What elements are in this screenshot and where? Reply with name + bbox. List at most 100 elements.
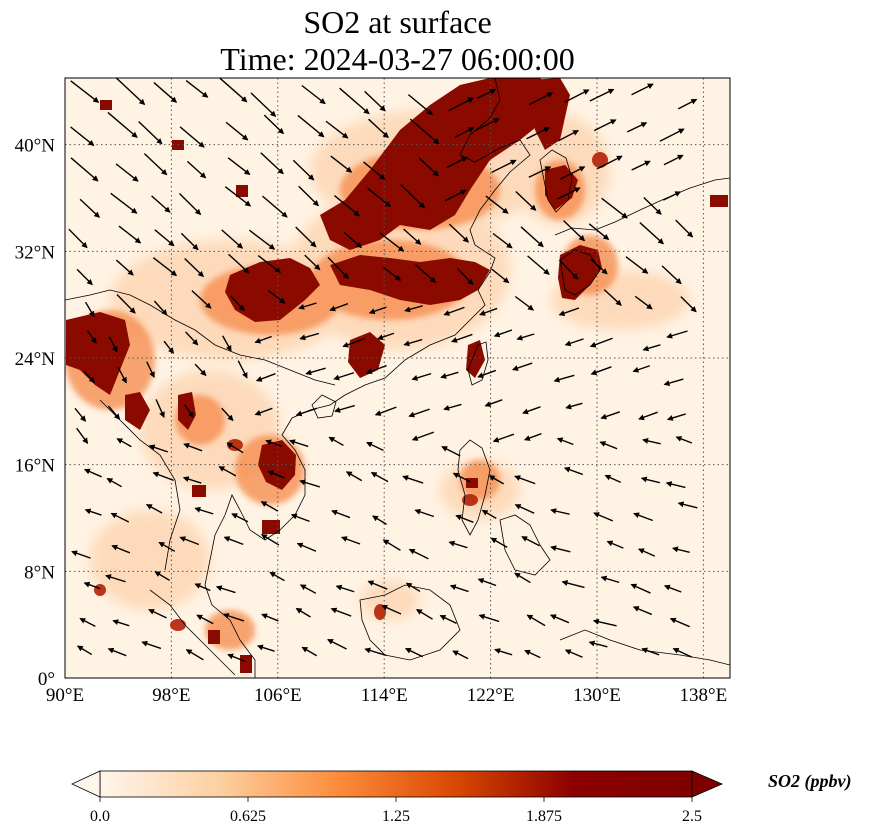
wind-arrow [403, 338, 423, 347]
wind-arrow [153, 82, 178, 103]
wind-arrow [415, 609, 433, 620]
wind-arrow [402, 475, 424, 484]
wind-arrow [222, 613, 245, 622]
wind-arrow [449, 584, 469, 593]
lat-tick-label: 16°N [15, 456, 56, 477]
wind-arrow [330, 607, 352, 617]
wind-arrow [404, 305, 423, 313]
wind-arrow [564, 649, 583, 658]
wind-arrow [558, 259, 579, 280]
wind-arrow [345, 471, 363, 482]
wind-arrow [444, 189, 467, 202]
wind-arrow [334, 195, 361, 217]
map-subtitle: Time: 2024-03-27 06:00:00 [220, 41, 575, 77]
wind-arrow [443, 403, 462, 411]
wind-arrow [558, 129, 580, 142]
wind-arrow [642, 344, 661, 352]
wind-arrow [76, 268, 93, 286]
wind-arrow [556, 187, 581, 200]
wind-arrow [299, 479, 321, 488]
wind-arrow [521, 536, 540, 547]
wind-arrow [494, 648, 513, 656]
wind-arrow [179, 536, 200, 546]
wind-arrow [367, 187, 392, 208]
wind-arrow [479, 307, 498, 316]
wind-arrow [405, 582, 421, 593]
wind-arrow [593, 119, 617, 132]
wind-arrow [381, 604, 402, 615]
colorbar-label: SO2 (ppbv) [768, 771, 852, 792]
wind-arrow [85, 301, 95, 318]
wind-arrow [269, 571, 285, 582]
wind-arrow [599, 441, 618, 450]
wind-arrow [267, 289, 286, 304]
wind-arrow [403, 228, 422, 245]
longitude-axis: 90°E 98°E 106°E 114°E 122°E 130°E 138°E [46, 685, 727, 706]
wind-arrow [263, 114, 285, 135]
wind-arrow [588, 223, 610, 241]
wind-arrow [638, 411, 658, 421]
wind-arrow [299, 584, 317, 594]
wind-arrow [111, 544, 131, 554]
wind-arrow [222, 335, 232, 352]
coastlines [65, 78, 730, 678]
wind-arrow [441, 446, 461, 457]
wind-arrow [522, 406, 541, 415]
wind-arrow [185, 649, 204, 661]
wind-arrow [550, 508, 570, 515]
wind-arrow [145, 504, 163, 514]
wind-arrow [328, 436, 344, 447]
wind-arrow [110, 192, 138, 214]
wind-arrow [631, 83, 654, 96]
wind-arrow [409, 118, 440, 145]
wind-arrow [158, 541, 176, 552]
wind-arrow [340, 536, 361, 545]
wind-arrow [630, 583, 651, 594]
wind-arrow [334, 404, 355, 413]
wind-arrow [561, 580, 585, 589]
wind-arrow [415, 264, 437, 283]
wind-arrow [523, 433, 542, 441]
wind-arrow [289, 439, 309, 448]
wind-arrow [70, 157, 99, 182]
wind-arrow [330, 155, 353, 173]
wind-arrow [221, 229, 244, 249]
wind-arrow [634, 295, 653, 310]
wind-arrow [589, 88, 615, 102]
wind-arrow [477, 369, 497, 379]
wind-arrow [215, 585, 236, 594]
wind-arrow [563, 466, 584, 476]
wind-arrow [550, 545, 571, 553]
wind-arrow [383, 266, 402, 281]
wind-arrow [228, 253, 250, 274]
lat-tick-label: 24°N [15, 349, 56, 370]
wind-arrow [677, 98, 698, 110]
wind-arrow [364, 647, 387, 657]
wind-arrow [593, 512, 614, 522]
map-title: SO2 at surface [303, 4, 492, 40]
wind-arrow [666, 413, 686, 421]
wind-arrow [225, 121, 249, 141]
wind-arrow [115, 78, 146, 106]
wind-arrow [563, 220, 586, 242]
wind-arrow [490, 537, 508, 548]
wind-arrow [218, 466, 237, 477]
lon-tick-label: 106°E [254, 685, 302, 706]
wind-arrow [194, 363, 207, 377]
wind-arrow [363, 161, 386, 180]
wind-arrow [79, 617, 96, 628]
wind-arrow [183, 443, 203, 452]
wind-arrow [475, 118, 500, 131]
wind-arrow [292, 159, 315, 181]
wind-arrow [663, 378, 684, 387]
wind-arrow [514, 295, 535, 311]
wind-arrow [227, 157, 251, 176]
wind-arrow [589, 337, 613, 348]
wind-arrow [642, 437, 661, 445]
wind-arrow [526, 127, 551, 140]
wind-arrow [481, 509, 497, 520]
wind-arrow [439, 614, 457, 625]
wind-arrow [260, 501, 279, 512]
wind-arrow [368, 306, 387, 315]
wind-arrow [265, 439, 283, 447]
